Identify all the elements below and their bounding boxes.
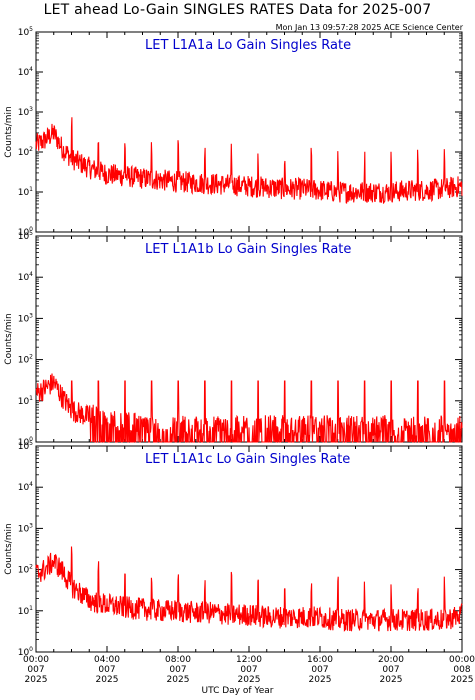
- y-tick-label: 101: [18, 186, 33, 198]
- panel-frame: [35, 31, 463, 233]
- y-tick-label: 105: [18, 440, 33, 452]
- y-axis-label: Counts/min: [4, 313, 14, 364]
- x-tick-label: 20:00: [378, 655, 404, 665]
- y-tick-label: 100: [18, 646, 33, 658]
- panel-title: LET L1A1b Lo Gain Singles Rate: [145, 242, 351, 257]
- x-tick-label: 08:00: [165, 655, 191, 665]
- y-tick-label: 104: [18, 481, 33, 493]
- y-tick-label: 102: [18, 564, 33, 576]
- x-tick-label: 2025: [25, 675, 48, 685]
- x-tick-label: 00:00: [449, 655, 475, 665]
- x-tick-label: 007: [382, 665, 399, 675]
- series-line: [35, 373, 463, 443]
- figure-title: LET ahead Lo-Gain SINGLES RATES Data for…: [43, 2, 432, 18]
- y-tick-label: 100: [18, 226, 33, 238]
- panel-1: 100 101 102 103 104 105 Counts/min LET L1A1a Lo…: [4, 26, 463, 238]
- y-tick-label: 105: [18, 230, 33, 242]
- panel-3: 100 101 102 103 104 105 Counts/min LET L1A1c Lo…: [4, 440, 463, 658]
- y-tick-label: 100: [18, 436, 33, 448]
- x-tick-label: 04:00: [94, 655, 120, 665]
- x-tick-label: 2025: [380, 675, 403, 685]
- x-tick-label: 007: [240, 665, 257, 675]
- x-tick-label: 2025: [167, 675, 190, 685]
- y-tick-label: 102: [18, 146, 33, 158]
- y-tick-label: 101: [18, 605, 33, 617]
- x-tick-label: 2025: [238, 675, 261, 685]
- panel-title: LET L1A1a Lo Gain Singles Rate: [145, 38, 351, 53]
- y-tick-label: 104: [18, 66, 33, 78]
- y-tick-label: 103: [18, 106, 33, 118]
- series-line: [35, 117, 463, 205]
- y-tick-label: 102: [18, 354, 33, 366]
- x-tick-label: 2025: [96, 675, 119, 685]
- y-tick-label: 101: [18, 395, 33, 407]
- panel-title: LET L1A1c Lo Gain Singles Rate: [145, 452, 350, 467]
- y-tick-label: 103: [18, 522, 33, 534]
- x-tick-label: 2025: [309, 675, 332, 685]
- x-tick-label: 007: [27, 665, 44, 675]
- x-tick-label: 00:00: [23, 655, 49, 665]
- x-tick-label: 12:00: [236, 655, 262, 665]
- x-tick-label: 007: [311, 665, 328, 675]
- x-tick-label: 2025: [451, 675, 474, 685]
- x-tick-label: 007: [98, 665, 115, 675]
- panel-frame: [35, 235, 463, 443]
- y-axis-label: Counts/min: [4, 523, 14, 574]
- y-axis-label: Counts/min: [4, 106, 14, 157]
- x-axis-label: UTC Day of Year: [201, 686, 274, 696]
- x-tick-label: 16:00: [307, 655, 333, 665]
- series-line: [35, 546, 463, 632]
- y-tick-label: 105: [18, 26, 33, 38]
- generation-timestamp: Mon Jan 13 09:57:28 2025 ACE Science Cen…: [275, 23, 463, 32]
- panel-2: 100 101 102 103 104 105 Counts/min LET L1A1b Lo…: [4, 230, 463, 448]
- y-tick-label: 104: [18, 271, 33, 283]
- y-tick-label: 103: [18, 312, 33, 324]
- x-tick-label: 007: [169, 665, 186, 675]
- x-tick-label: 008: [453, 665, 470, 675]
